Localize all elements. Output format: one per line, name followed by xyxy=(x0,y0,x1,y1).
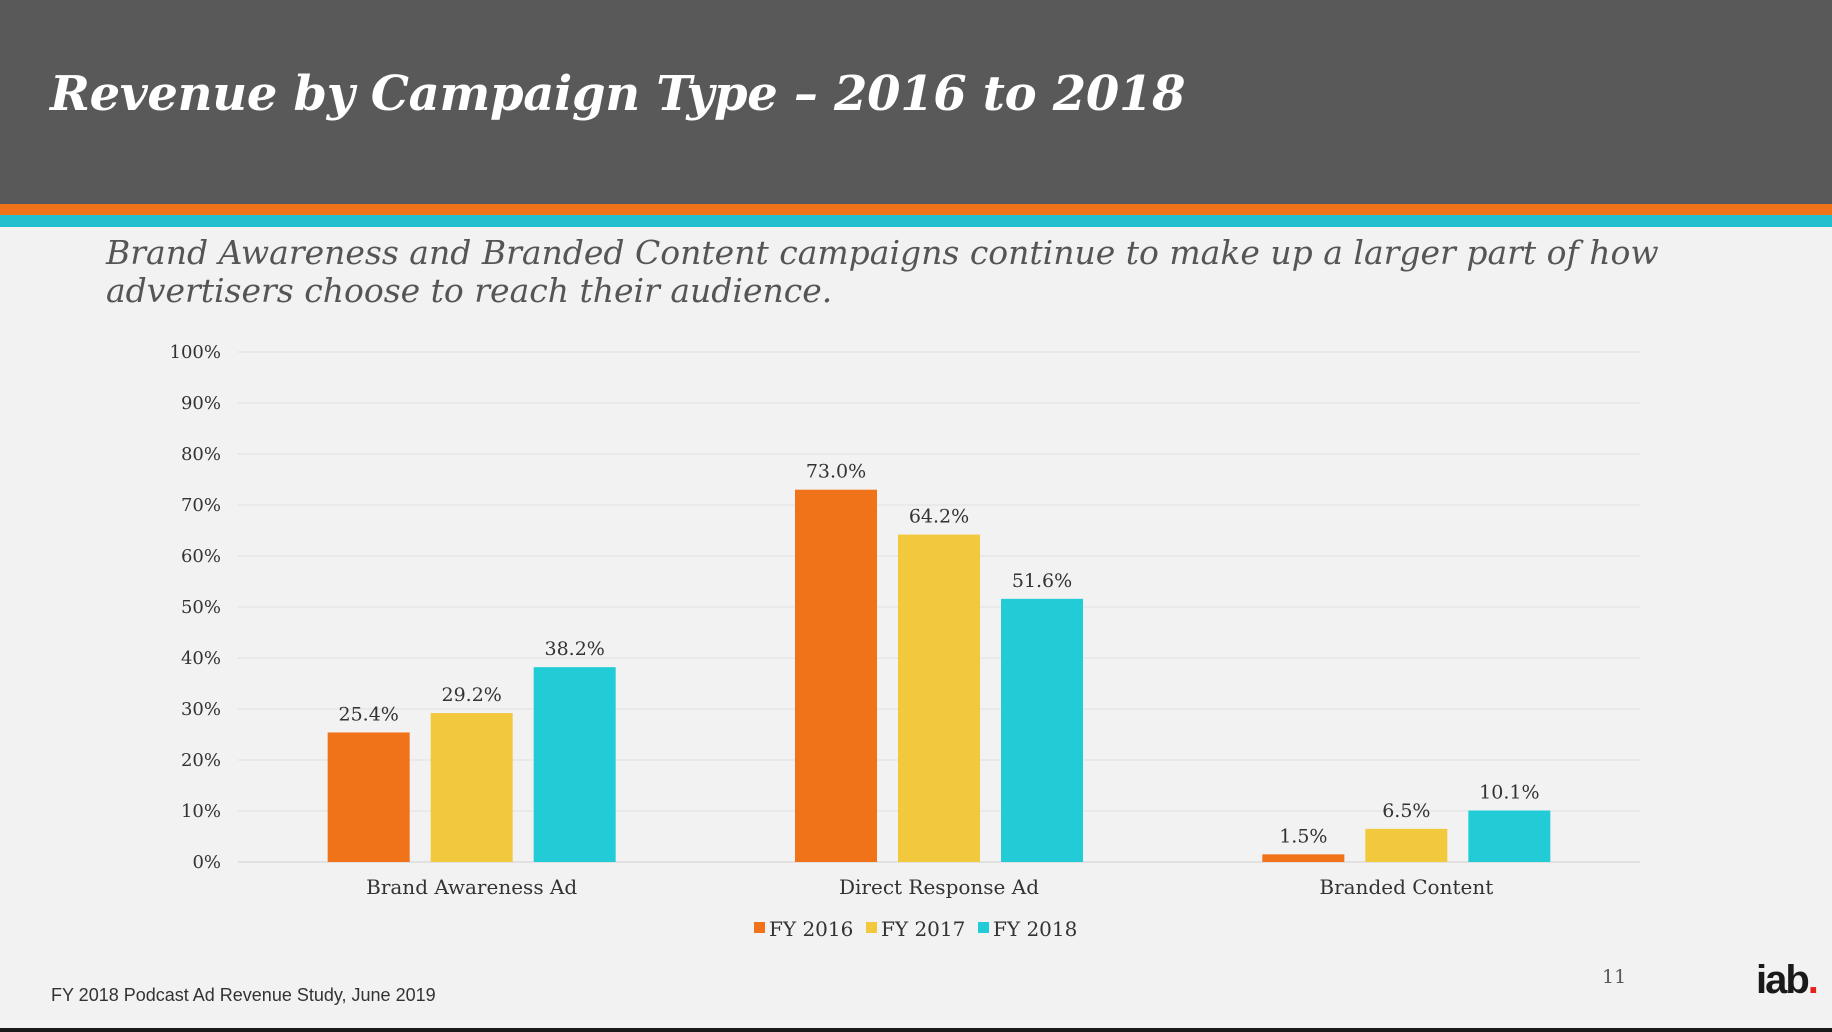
iab-logo: iab. xyxy=(1756,958,1819,1003)
accent-stripe-teal xyxy=(0,215,1832,227)
y-tick-label: 10% xyxy=(181,801,221,822)
data-label: 10.1% xyxy=(1479,781,1539,803)
slide-subtitle: Brand Awareness and Branded Content camp… xyxy=(106,233,1659,310)
legend-label: FY 2018 xyxy=(993,917,1077,941)
accent-stripe-orange xyxy=(0,204,1832,215)
bar-fy-2016 xyxy=(1262,854,1345,862)
y-tick-label: 0% xyxy=(192,852,221,873)
data-label: 25.4% xyxy=(338,703,398,725)
logo-dot: . xyxy=(1807,958,1819,1002)
y-tick-label: 50% xyxy=(181,597,221,618)
y-tick-label: 90% xyxy=(181,393,221,414)
y-tick-label: 30% xyxy=(181,699,221,720)
y-tick-label: 100% xyxy=(170,342,221,363)
legend-label: FY 2017 xyxy=(881,917,965,941)
y-tick-label: 60% xyxy=(181,546,221,567)
y-tick-label: 40% xyxy=(181,648,221,669)
legend-swatch xyxy=(754,922,765,933)
legend-swatch xyxy=(866,922,877,933)
bar-fy-2017 xyxy=(1365,828,1448,862)
x-category-label: Brand Awareness Ad xyxy=(366,875,577,899)
bar-fy-2017 xyxy=(430,713,513,862)
x-category-label: Direct Response Ad xyxy=(839,875,1039,899)
title-bar: Revenue by Campaign Type – 2016 to 2018 xyxy=(0,0,1832,204)
bar-fy-2018 xyxy=(1001,598,1083,862)
y-tick-label: 20% xyxy=(181,750,221,771)
bar-fy-2018 xyxy=(1468,810,1551,862)
bottom-border xyxy=(0,1028,1832,1032)
footer-source: FY 2018 Podcast Ad Revenue Study, June 2… xyxy=(51,985,436,1005)
data-label: 6.5% xyxy=(1382,800,1430,822)
y-tick-label: 70% xyxy=(181,495,221,516)
page-number: 11 xyxy=(1602,966,1627,988)
legend-swatch xyxy=(978,922,989,933)
data-label: 73.0% xyxy=(806,461,866,483)
bar-fy-2017 xyxy=(898,534,980,862)
logo-text: iab xyxy=(1756,958,1810,1002)
x-category-label: Branded Content xyxy=(1319,875,1493,899)
data-label: 64.2% xyxy=(909,506,969,528)
bar-fy-2018 xyxy=(533,667,616,862)
legend-label: FY 2016 xyxy=(769,917,853,941)
data-label: 1.5% xyxy=(1279,825,1327,847)
data-label: 29.2% xyxy=(441,684,501,706)
data-label: 51.6% xyxy=(1012,570,1072,592)
y-tick-label: 80% xyxy=(181,444,221,465)
data-label: 38.2% xyxy=(544,638,604,660)
slide-title: Revenue by Campaign Type – 2016 to 2018 xyxy=(50,66,1186,122)
bar-fy-2016 xyxy=(795,489,877,862)
bar-fy-2016 xyxy=(327,732,410,862)
